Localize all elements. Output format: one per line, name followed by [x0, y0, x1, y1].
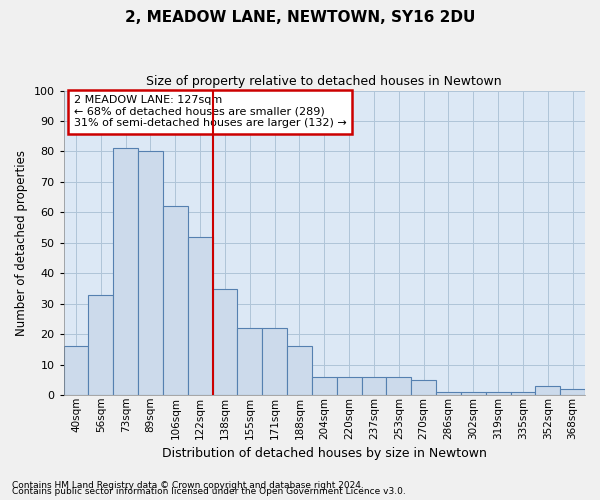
Bar — [386, 377, 411, 395]
Bar — [337, 377, 362, 395]
Bar — [535, 386, 560, 395]
X-axis label: Distribution of detached houses by size in Newtown: Distribution of detached houses by size … — [162, 447, 487, 460]
Text: 2, MEADOW LANE, NEWTOWN, SY16 2DU: 2, MEADOW LANE, NEWTOWN, SY16 2DU — [125, 10, 475, 25]
Bar — [138, 152, 163, 395]
Bar — [262, 328, 287, 395]
Bar — [511, 392, 535, 395]
Bar — [163, 206, 188, 395]
Bar — [212, 288, 238, 395]
Bar — [461, 392, 485, 395]
Title: Size of property relative to detached houses in Newtown: Size of property relative to detached ho… — [146, 75, 502, 88]
Y-axis label: Number of detached properties: Number of detached properties — [15, 150, 28, 336]
Bar — [113, 148, 138, 395]
Bar — [411, 380, 436, 395]
Bar — [287, 346, 312, 395]
Bar — [436, 392, 461, 395]
Text: Contains HM Land Registry data © Crown copyright and database right 2024.: Contains HM Land Registry data © Crown c… — [12, 481, 364, 490]
Bar — [88, 294, 113, 395]
Text: 2 MEADOW LANE: 127sqm
← 68% of detached houses are smaller (289)
31% of semi-det: 2 MEADOW LANE: 127sqm ← 68% of detached … — [74, 95, 347, 128]
Bar — [238, 328, 262, 395]
Text: Contains public sector information licensed under the Open Government Licence v3: Contains public sector information licen… — [12, 487, 406, 496]
Bar — [312, 377, 337, 395]
Bar — [560, 389, 585, 395]
Bar — [485, 392, 511, 395]
Bar — [362, 377, 386, 395]
Bar — [188, 237, 212, 395]
Bar — [64, 346, 88, 395]
